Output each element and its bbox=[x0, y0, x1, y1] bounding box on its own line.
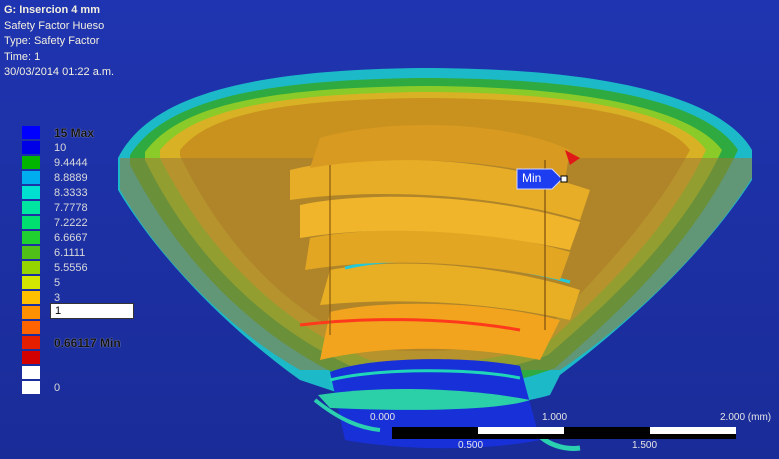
result-info: G: Insercion 4 mm Safety Factor Hueso Ty… bbox=[4, 3, 114, 81]
legend-label: 15 Max bbox=[54, 125, 95, 140]
legend-label: 9.4444 bbox=[54, 156, 88, 169]
scale-tick: 2.000 (mm) bbox=[720, 412, 772, 423]
legend-swatch bbox=[22, 231, 40, 244]
legend-swatch bbox=[22, 276, 40, 289]
scale-tick: 0.500 bbox=[458, 440, 484, 451]
legend-label: 5.5556 bbox=[54, 261, 88, 274]
legend-swatch bbox=[22, 126, 40, 139]
legend-swatch bbox=[22, 351, 40, 364]
min-probe-flag[interactable]: Min bbox=[516, 168, 570, 195]
screw-model bbox=[290, 125, 590, 451]
legend-swatch bbox=[22, 336, 40, 349]
legend-swatch bbox=[22, 186, 40, 199]
result-date: 30/03/2014 01:22 a.m. bbox=[4, 66, 115, 78]
scale-tick: 1.000 bbox=[542, 412, 568, 423]
legend-label: 8.8889 bbox=[54, 171, 88, 184]
legend-swatch bbox=[22, 246, 40, 259]
legend-swatch bbox=[22, 321, 40, 334]
legend-swatch bbox=[22, 201, 40, 214]
legend-swatch bbox=[22, 366, 40, 379]
min-flag-label: Min bbox=[522, 171, 542, 185]
legend-swatch bbox=[22, 141, 40, 154]
legend-swatch bbox=[22, 171, 40, 184]
legend-swatch bbox=[22, 381, 40, 394]
legend-label: 7.7778 bbox=[54, 201, 88, 214]
legend-swatch bbox=[22, 156, 40, 169]
result-name: Safety Factor Hueso bbox=[4, 19, 105, 32]
legend-swatch bbox=[22, 216, 40, 229]
scale-tick: 1.500 bbox=[632, 440, 658, 451]
contour-legend[interactable]: 15 Max 10 9.4444 8.8889 8.3333 7.7778 7.2222 6.… bbox=[22, 122, 202, 438]
legend-swatch bbox=[22, 291, 40, 304]
scale-ruler bbox=[392, 427, 736, 439]
legend-label: 6.1111 bbox=[54, 246, 86, 259]
legend-label: 3 bbox=[54, 291, 61, 304]
legend-probe-input[interactable]: 1 bbox=[50, 303, 134, 319]
legend-label: 5 bbox=[54, 276, 61, 289]
legend-swatch bbox=[22, 261, 40, 274]
legend-label: 0 bbox=[54, 381, 61, 394]
legend-label: 0.66117 Min bbox=[54, 335, 121, 350]
scale-bar: 0.000 1.000 2.000 (mm) 0.500 1.500 bbox=[340, 410, 776, 455]
scale-tick: 0.000 bbox=[370, 412, 396, 423]
legend-label: 8.3333 bbox=[54, 186, 88, 199]
analysis-title: G: Insercion 4 mm bbox=[4, 4, 100, 16]
flag-arrow-icon bbox=[516, 168, 568, 190]
legend-label: 10 bbox=[54, 141, 67, 154]
legend-label: 6.6667 bbox=[54, 231, 88, 244]
result-time: Time: 1 bbox=[4, 50, 41, 63]
result-type: Type: Safety Factor bbox=[4, 35, 100, 47]
legend-swatch bbox=[22, 306, 40, 319]
legend-label: 7.2222 bbox=[54, 216, 88, 229]
